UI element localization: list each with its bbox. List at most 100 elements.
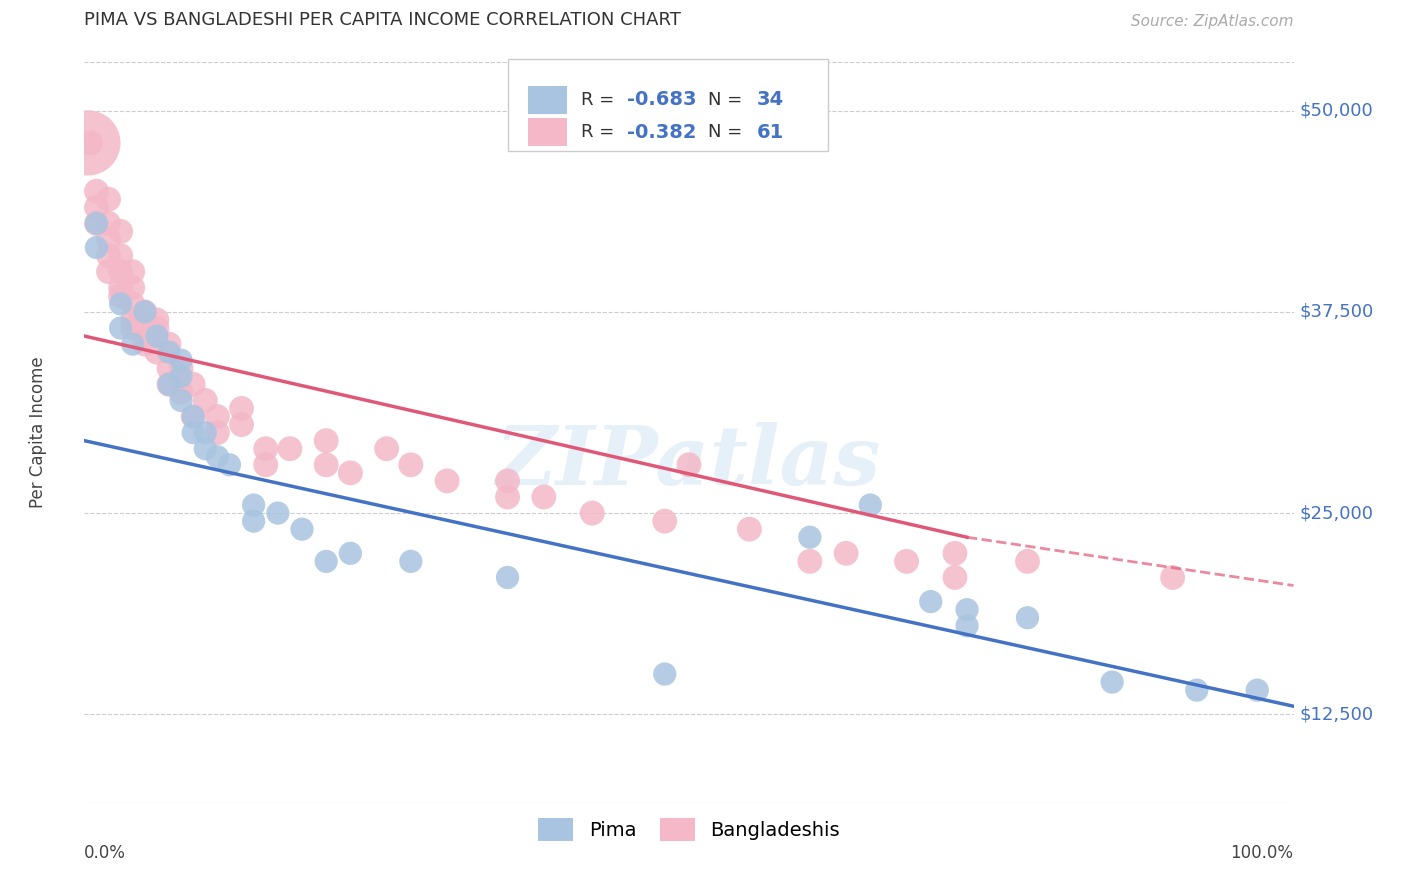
Point [399,458,422,472]
Text: -0.382: -0.382 [627,123,697,142]
Point [920,594,942,608]
Point [194,425,217,440]
Text: 100.0%: 100.0% [1230,844,1294,862]
Point [157,377,180,392]
Point [77,136,100,150]
Point [956,602,979,616]
Point [1185,683,1208,698]
Point [181,425,204,440]
Point [496,570,519,584]
Point [146,345,169,359]
Point [181,409,204,424]
Text: -0.683: -0.683 [627,90,697,110]
Point [1161,570,1184,584]
Point [254,442,277,456]
Point [533,490,555,504]
Point [170,393,193,408]
Text: N =: N = [709,91,748,109]
Point [170,361,193,376]
Point [943,570,966,584]
Point [399,554,422,568]
Point [121,321,143,335]
Point [86,184,108,198]
Point [943,546,966,560]
Point [267,506,290,520]
Text: R =: R = [581,123,620,141]
Point [170,369,193,384]
Point [242,498,264,512]
Point [231,401,253,416]
Point [110,281,132,295]
Point [315,554,337,568]
Text: Source: ZipAtlas.com: Source: ZipAtlas.com [1130,14,1294,29]
Text: $25,000: $25,000 [1299,504,1374,522]
Point [799,554,821,568]
Text: 0.0%: 0.0% [84,844,127,862]
Point [134,337,156,351]
FancyBboxPatch shape [529,118,567,146]
Point [654,514,676,528]
Point [254,458,277,472]
Point [157,345,180,359]
Point [121,265,143,279]
Point [339,466,361,480]
Point [496,490,519,504]
Text: $50,000: $50,000 [1299,102,1374,120]
Point [231,417,253,432]
Point [97,192,120,206]
Point [79,136,101,150]
Text: R =: R = [581,91,620,109]
Point [194,442,217,456]
Point [86,240,108,254]
Point [738,522,761,536]
Point [291,522,314,536]
Point [121,297,143,311]
Point [134,329,156,343]
Point [170,353,193,368]
Point [1017,611,1039,625]
Point [157,361,180,376]
Point [242,514,264,528]
Point [436,474,458,488]
Text: N =: N = [709,123,748,141]
Point [956,619,979,633]
Point [799,530,821,544]
Point [678,458,700,472]
Point [134,305,156,319]
Point [218,458,240,472]
Text: Per Capita Income: Per Capita Income [30,357,48,508]
Point [1017,554,1039,568]
Point [86,216,108,230]
Point [835,546,858,560]
Text: 34: 34 [756,90,783,110]
Point [207,409,229,424]
Text: $37,500: $37,500 [1299,303,1374,321]
Text: PIMA VS BANGLADESHI PER CAPITA INCOME CORRELATION CHART: PIMA VS BANGLADESHI PER CAPITA INCOME CO… [84,11,682,29]
Point [496,474,519,488]
Point [121,337,143,351]
Point [339,546,361,560]
Point [110,265,132,279]
Point [86,216,108,230]
Text: ZIPatlas: ZIPatlas [496,422,882,502]
Text: 61: 61 [756,123,785,142]
Point [146,313,169,327]
Point [110,289,132,303]
Point [181,409,204,424]
Point [896,554,918,568]
Point [1246,683,1268,698]
Point [110,297,132,311]
Point [97,232,120,246]
Point [194,393,217,408]
Point [97,216,120,230]
FancyBboxPatch shape [529,86,567,114]
Point [1101,675,1123,690]
Point [121,281,143,295]
Point [146,329,169,343]
Point [207,450,229,464]
Point [110,249,132,263]
Point [654,667,676,681]
Point [315,458,337,472]
Point [86,200,108,214]
Point [157,377,180,392]
